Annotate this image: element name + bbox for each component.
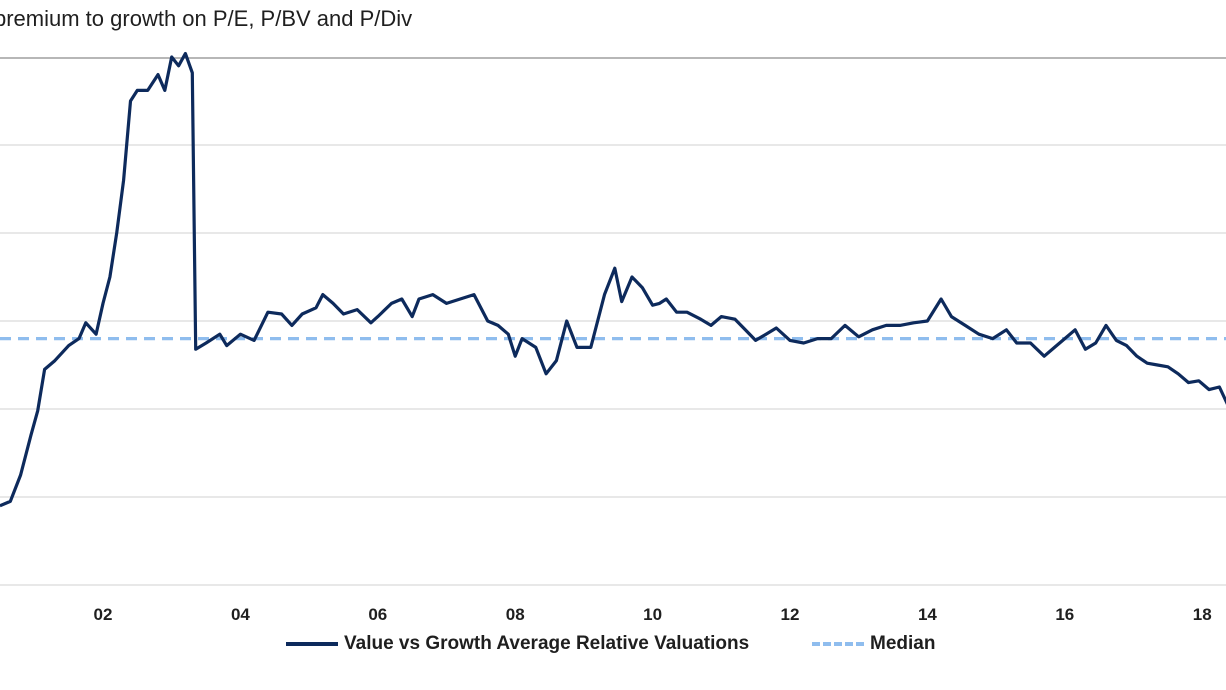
x-tick-label: 18 [1193, 605, 1212, 624]
x-tick-label: 14 [918, 605, 937, 624]
gridlines [0, 144, 1226, 586]
legend-swatch-dashed [812, 642, 864, 646]
x-tick-label: 04 [231, 605, 250, 624]
x-tick-label: 10 [643, 605, 662, 624]
x-tick-label: 06 [368, 605, 387, 624]
legend-swatch-solid [286, 642, 338, 646]
x-tick-label: 08 [506, 605, 525, 624]
x-tick-label: 12 [781, 605, 800, 624]
series-line-value-vs-growth [0, 51, 1226, 508]
line-chart: 02 04 06 08 10 12 14 16 18 [0, 51, 1226, 624]
x-tick-labels: 02 04 06 08 10 12 14 16 18 [94, 605, 1212, 624]
legend-item-median: Median [812, 628, 935, 660]
x-tick-label: 02 [94, 605, 113, 624]
legend-item-value-vs-growth: Value vs Growth Average Relative Valuati… [286, 628, 749, 660]
x-tick-label: 16 [1055, 605, 1074, 624]
legend-label-median: Median [870, 633, 936, 654]
series-layer [0, 51, 1226, 508]
chart-title: premium to growth on P/E, P/BV and P/Div [0, 6, 413, 31]
legend-label-value-vs-growth: Value vs Growth Average Relative Valuati… [344, 633, 750, 654]
legend: Value vs Growth Average Relative Valuati… [0, 628, 1226, 660]
